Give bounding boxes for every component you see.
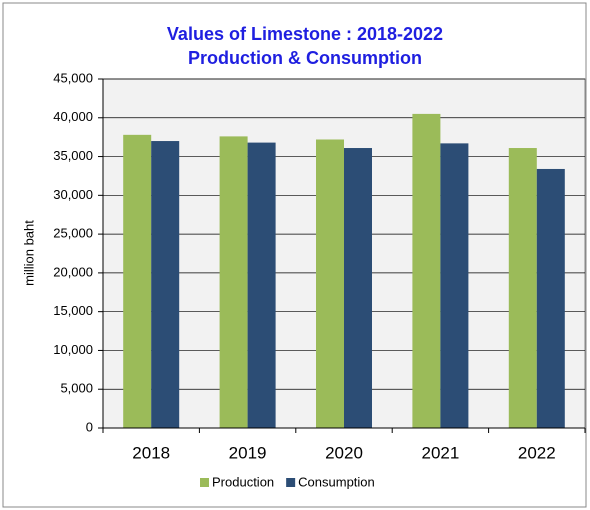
y-tick-label: 45,000: [53, 70, 93, 85]
bar: [508, 148, 537, 428]
y-axis-label: million baht: [21, 220, 36, 286]
y-tick-label: 20,000: [53, 264, 93, 279]
y-tick-label: 40,000: [53, 109, 93, 124]
bar: [247, 142, 276, 428]
chart-title: Values of Limestone : 2018-2022: [167, 24, 443, 44]
legend-label: Production: [212, 474, 274, 489]
bar: [219, 136, 248, 428]
y-tick-label: 10,000: [53, 342, 93, 357]
bar: [123, 134, 152, 428]
bar: [440, 143, 469, 429]
legend-swatch: [200, 478, 209, 487]
y-tick-label: 0: [86, 419, 93, 434]
y-tick-label: 35,000: [53, 148, 93, 163]
y-tick-label: 5,000: [60, 381, 93, 396]
x-tick-label: 2018: [132, 443, 170, 462]
bar: [151, 141, 180, 429]
y-tick-label: 30,000: [53, 187, 93, 202]
legend-swatch: [286, 478, 296, 487]
y-tick-label: 15,000: [53, 303, 93, 318]
bar: [412, 113, 441, 429]
y-tick-label: 25,000: [53, 226, 93, 241]
x-tick-label: 2022: [518, 443, 556, 462]
x-tick-label: 2020: [325, 443, 363, 462]
legend-label: Consumption: [298, 474, 375, 489]
bar: [536, 168, 565, 428]
chart-subtitle: Production & Consumption: [188, 48, 422, 68]
bar: [344, 148, 372, 428]
x-tick-label: 2021: [421, 443, 459, 462]
x-tick-label: 2019: [229, 443, 267, 462]
bar: [316, 139, 344, 428]
